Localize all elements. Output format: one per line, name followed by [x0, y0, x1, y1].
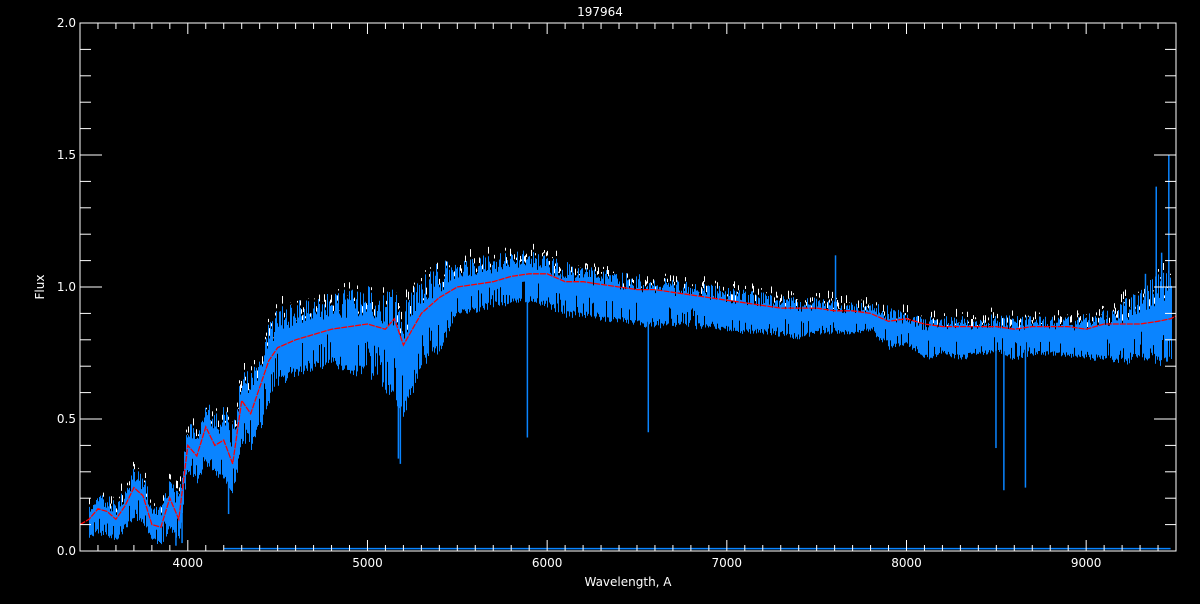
y-tick-label: 1.5: [57, 148, 76, 162]
x-tick-label: 6000: [532, 556, 563, 570]
y-tick-label: 1.0: [57, 280, 76, 294]
axes: 4000 5000 6000 7000 8000 9000 0.0 0.5 1.0 1.5 2.0: [57, 16, 1177, 570]
comparison-spectrum: [89, 243, 1171, 513]
y-tick-label: 0.0: [57, 544, 76, 558]
observed-spectrum: [89, 250, 1172, 545]
y-tick-label: 2.0: [57, 16, 76, 30]
model-spectrum: [79, 273, 1177, 529]
x-tick-label: 4000: [173, 556, 204, 570]
x-axis-label: Wavelength, A: [584, 575, 672, 589]
x-tick-label: 9000: [1071, 556, 1102, 570]
chart-title: 197964: [577, 5, 623, 19]
y-axis-label: Flux: [33, 275, 47, 300]
x-tick-label: 5000: [352, 556, 383, 570]
data-layer: [79, 155, 1177, 550]
x-tick-label: 8000: [891, 556, 922, 570]
x-tick-label: 7000: [712, 556, 743, 570]
y-tick-label: 0.5: [57, 412, 76, 426]
